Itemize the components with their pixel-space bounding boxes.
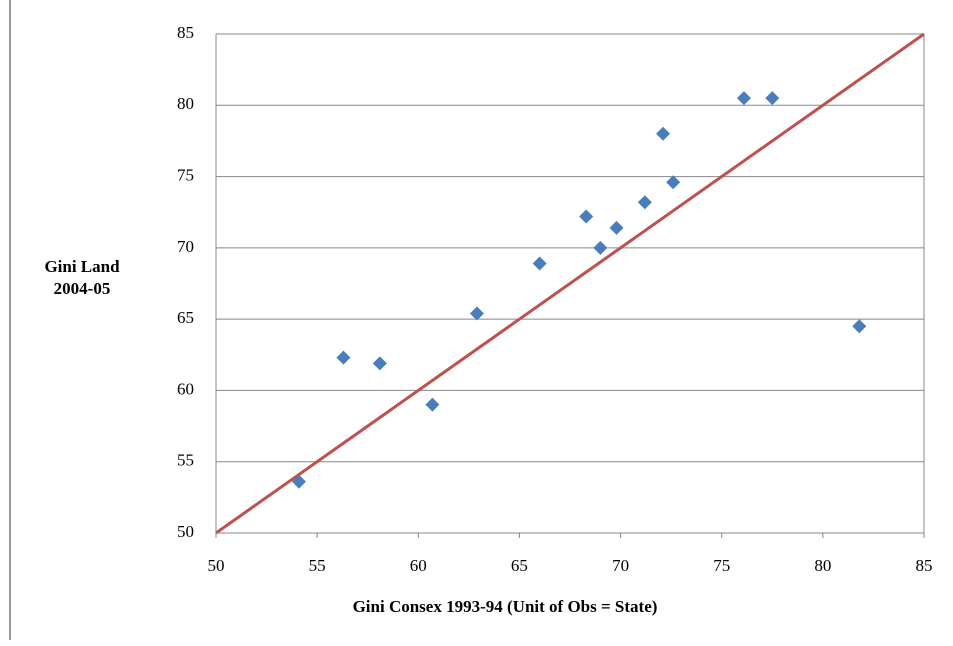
point [579,209,594,224]
fit-line [215,32,925,535]
point [425,397,440,412]
point [637,195,652,210]
x-tick-label: 85 [916,556,933,575]
x-tick-label: 60 [410,556,427,575]
point [593,240,608,255]
point [291,474,306,489]
y-tick-label: 55 [177,451,194,470]
point [765,91,780,106]
point [656,126,671,141]
x-tick-label: 65 [511,556,528,575]
y-tick-label: 85 [177,23,194,42]
x-axis-label: Gini Consex 1993-94 (Unit of Obs = State… [353,597,658,616]
y-axis-label: Gini Land [44,257,120,276]
y-tick-label: 60 [177,379,194,398]
point [469,306,484,321]
y-tick-label: 70 [177,237,194,256]
y-axis-label: 2004-05 [54,279,111,298]
x-tick-label: 80 [814,556,831,575]
x-tick-label: 70 [612,556,629,575]
y-tick-label: 50 [177,522,194,541]
point [736,91,751,106]
x-tick-label: 75 [713,556,730,575]
point [532,256,547,271]
y-tick-label: 65 [177,308,194,327]
point [852,319,867,334]
x-tick-label: 50 [208,556,225,575]
x-tick-label: 55 [309,556,326,575]
point [336,350,351,365]
point [372,356,387,371]
y-tick-label: 80 [177,94,194,113]
y-tick-label: 75 [177,165,194,184]
point [666,175,681,190]
point [609,220,624,235]
